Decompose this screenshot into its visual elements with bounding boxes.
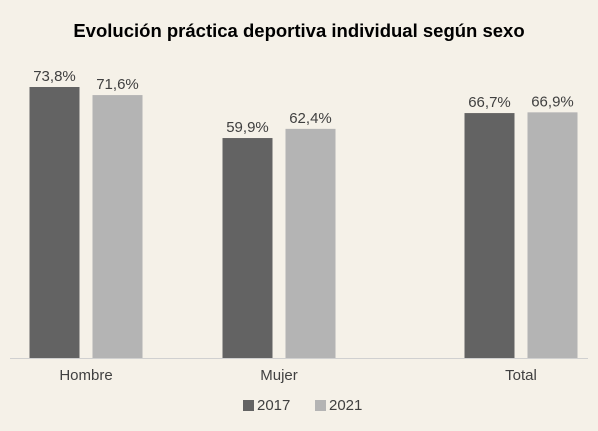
data-label-mujer-2017: 59,9%: [226, 119, 269, 136]
data-label-hombre-2017: 73,8%: [33, 68, 76, 85]
bar-hombre-2017: [29, 87, 80, 358]
bar-hombre-2021: [92, 95, 143, 359]
bar-total-2017: [464, 113, 515, 359]
legend-label-2017: 2017: [257, 397, 290, 414]
x-tick-label-hombre: Hombre: [59, 367, 112, 384]
x-tick-label-mujer: Mujer: [260, 367, 298, 384]
chart-title: Evolución práctica deportiva individual …: [73, 20, 525, 41]
bar-mujer-2017: [222, 138, 273, 358]
legend-swatch-2017: [243, 400, 254, 411]
data-label-hombre-2021: 71,6%: [96, 76, 139, 93]
data-label-total-2021: 66,9%: [531, 93, 574, 110]
bar-mujer-2021: [285, 128, 336, 358]
data-label-mujer-2021: 62,4%: [289, 110, 332, 127]
bar-total-2021: [527, 112, 578, 358]
legend-swatch-2021: [315, 400, 326, 411]
data-label-total-2017: 66,7%: [468, 94, 511, 111]
legend-label-2021: 2021: [329, 397, 362, 414]
x-tick-label-total: Total: [505, 367, 537, 384]
